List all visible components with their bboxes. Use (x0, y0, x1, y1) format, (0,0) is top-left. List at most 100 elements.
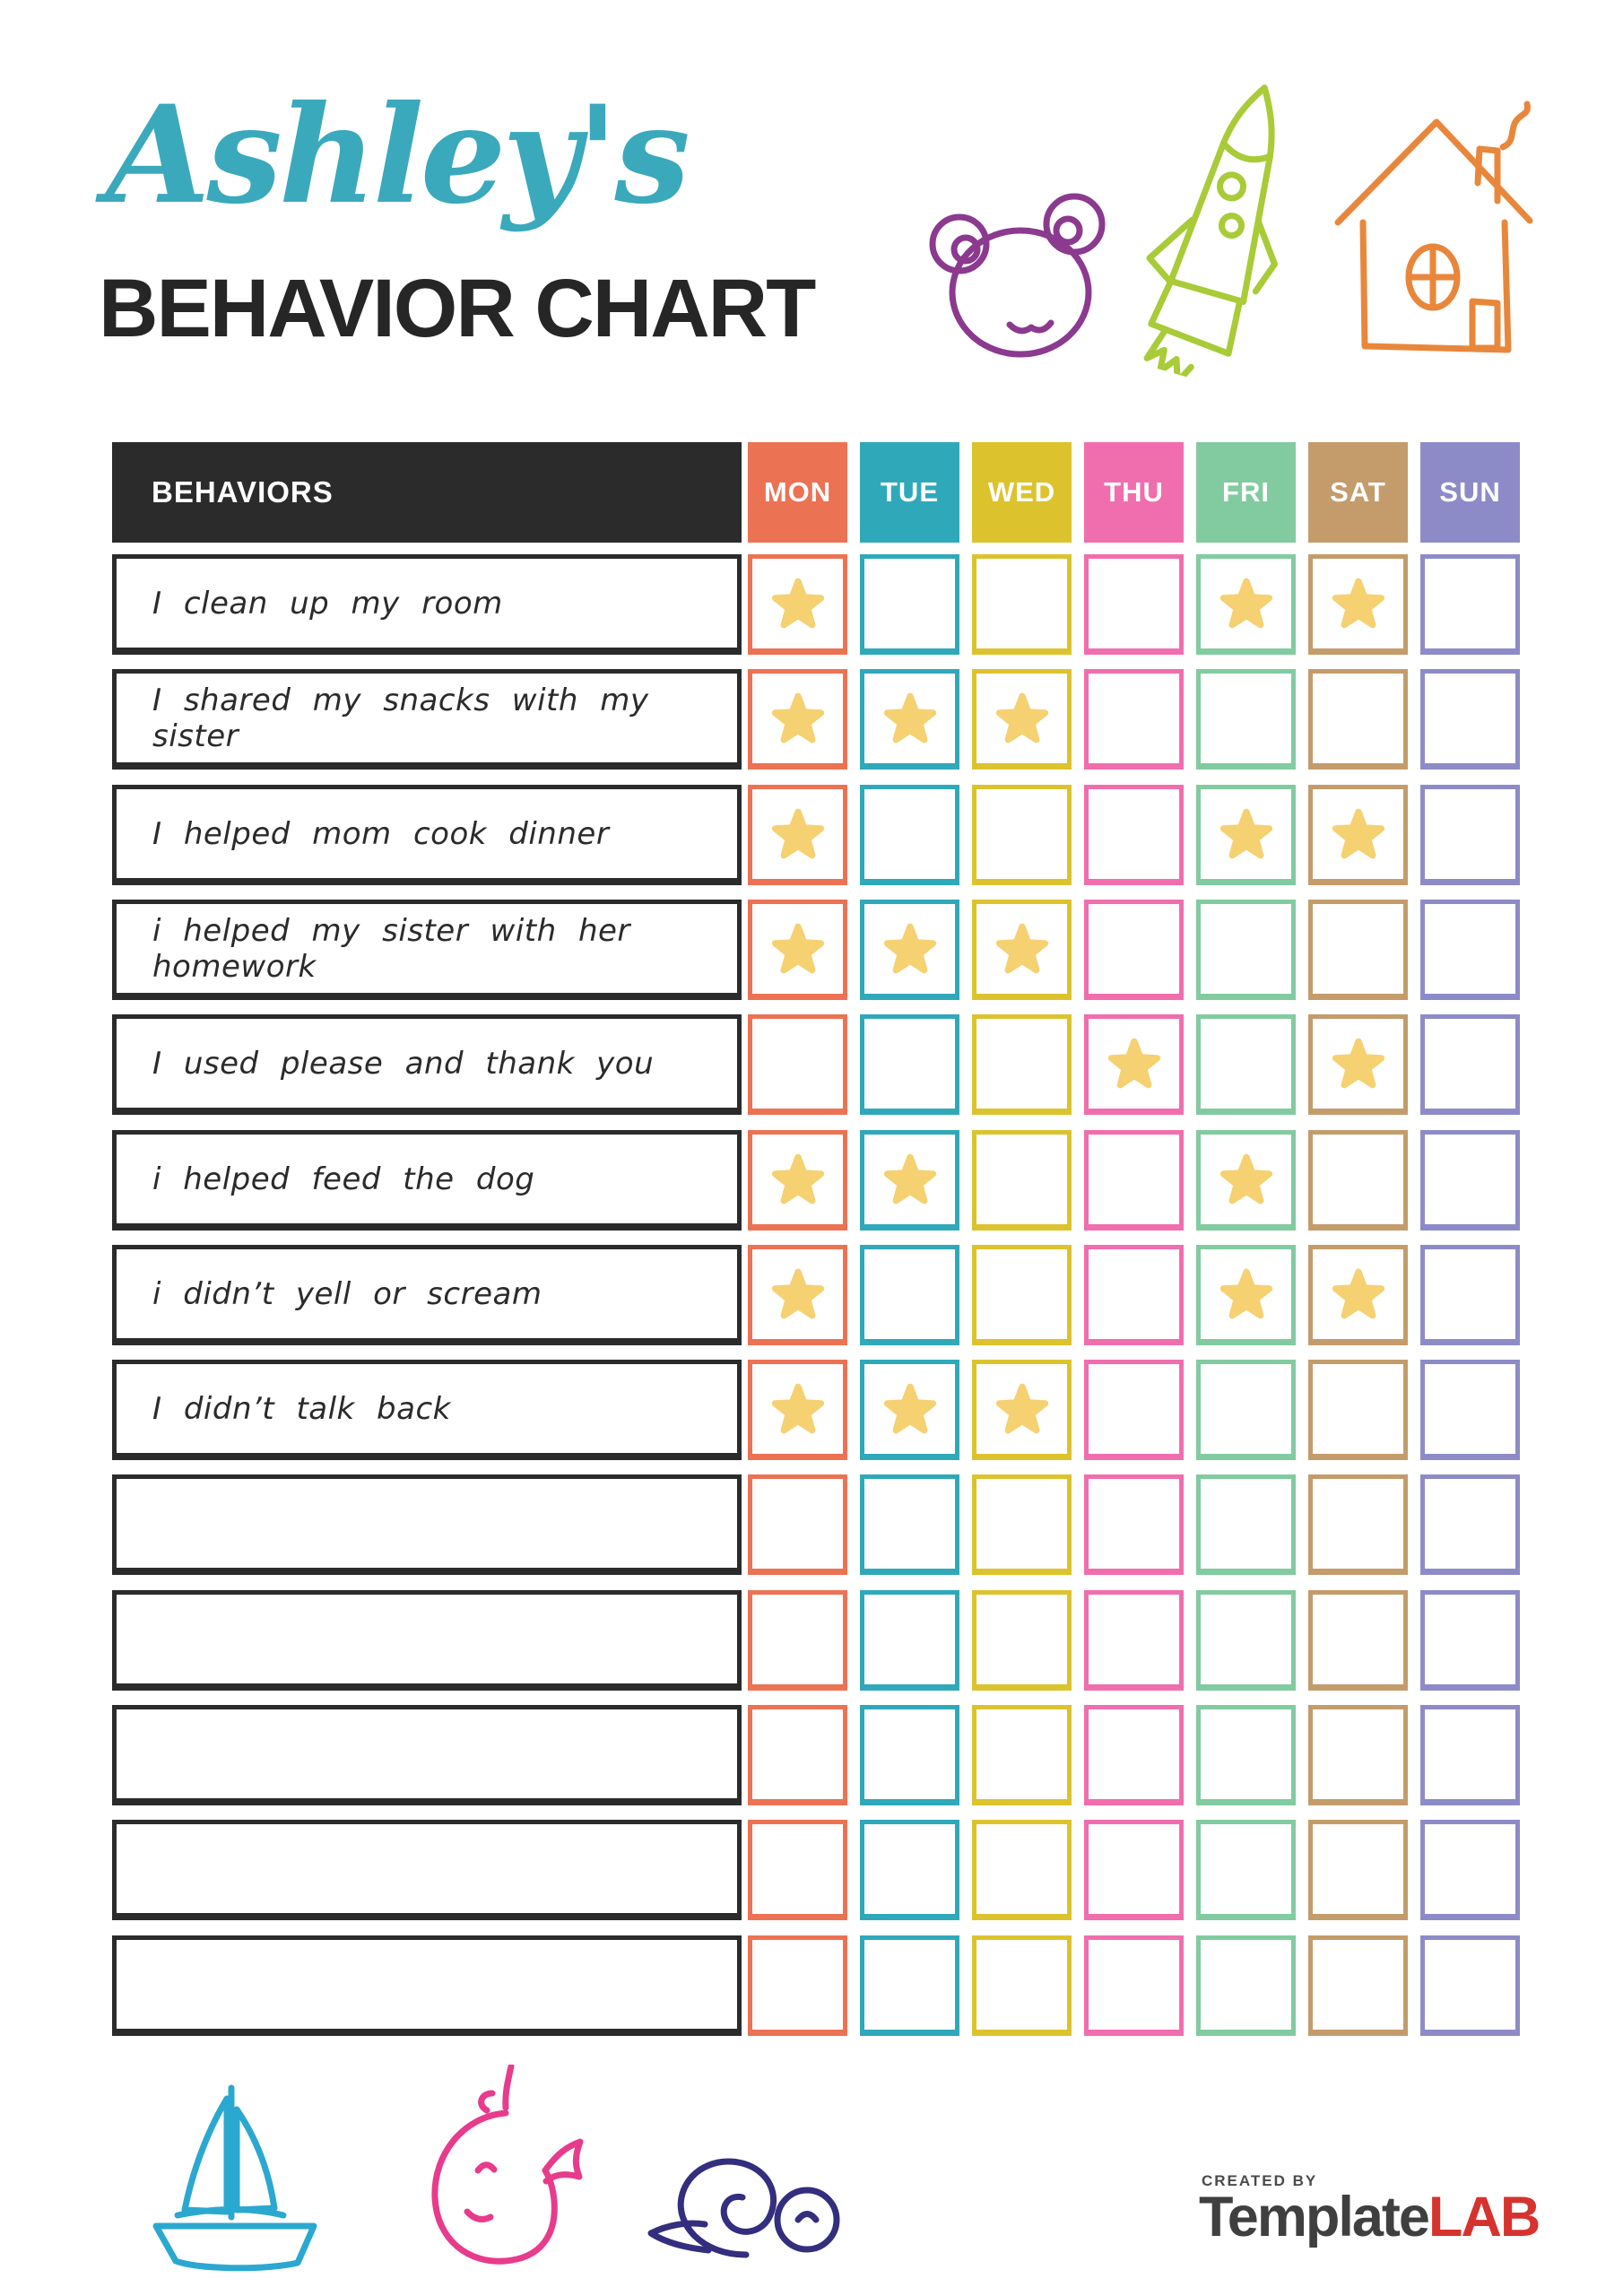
star-cell-mon-row13[interactable] (748, 1935, 847, 2036)
star-cell-tue-row12[interactable] (860, 1820, 959, 1920)
star-cell-tue-row2[interactable] (860, 669, 959, 770)
star-cell-fri-row2[interactable] (1196, 669, 1296, 770)
star-cell-sun-row13[interactable] (1420, 1935, 1520, 2036)
star-cell-thu-row12[interactable] (1084, 1820, 1184, 1920)
star-cell-sat-row7[interactable] (1308, 1245, 1408, 1345)
star-icon (771, 1153, 824, 1205)
star-cell-mon-row11[interactable] (748, 1705, 847, 1805)
star-cell-mon-row3[interactable] (748, 785, 847, 885)
star-cell-mon-row4[interactable] (748, 900, 847, 1000)
star-cell-thu-row10[interactable] (1084, 1590, 1184, 1691)
star-cell-fri-row4[interactable] (1196, 900, 1296, 1000)
star-cell-thu-row7[interactable] (1084, 1245, 1184, 1345)
star-cell-wed-row5[interactable] (972, 1014, 1072, 1115)
star-cell-thu-row9[interactable] (1084, 1474, 1184, 1575)
star-cell-sat-row10[interactable] (1308, 1590, 1408, 1691)
star-cell-fri-row10[interactable] (1196, 1590, 1296, 1691)
star-cell-sun-row12[interactable] (1420, 1820, 1520, 1920)
star-cell-sun-row1[interactable] (1420, 554, 1520, 655)
star-cell-tue-row1[interactable] (860, 554, 959, 655)
star-icon (1219, 808, 1272, 859)
star-cell-wed-row13[interactable] (972, 1935, 1072, 2036)
rocket-doodle-icon (1143, 84, 1278, 386)
star-cell-tue-row11[interactable] (860, 1705, 959, 1805)
star-cell-sun-row3[interactable] (1420, 785, 1520, 885)
star-cell-sat-row8[interactable] (1308, 1360, 1408, 1460)
star-cell-sun-row11[interactable] (1420, 1705, 1520, 1805)
star-cell-sat-row4[interactable] (1308, 900, 1408, 1000)
star-cell-sun-row8[interactable] (1420, 1360, 1520, 1460)
star-cell-tue-row4[interactable] (860, 900, 959, 1000)
whale-doodle-icon (431, 2065, 584, 2265)
star-cell-fri-row6[interactable] (1196, 1130, 1296, 1231)
star-cell-thu-row4[interactable] (1084, 900, 1184, 1000)
star-cell-sun-row2[interactable] (1420, 669, 1520, 770)
star-cell-wed-row10[interactable] (972, 1590, 1072, 1691)
star-cell-fri-row7[interactable] (1196, 1245, 1296, 1345)
star-cell-tue-row10[interactable] (860, 1590, 959, 1691)
brand-wordmark: TemplateLAB (1199, 2189, 1541, 2246)
star-cell-thu-row6[interactable] (1084, 1130, 1184, 1231)
star-cell-tue-row3[interactable] (860, 785, 959, 885)
star-cell-wed-row2[interactable] (972, 669, 1072, 770)
star-cell-sat-row1[interactable] (1308, 554, 1408, 655)
star-cell-sat-row13[interactable] (1308, 1935, 1408, 2036)
star-cell-mon-row9[interactable] (748, 1474, 847, 1575)
star-cell-fri-row13[interactable] (1196, 1935, 1296, 2036)
star-cell-mon-row8[interactable] (748, 1360, 847, 1460)
star-cell-mon-row2[interactable] (748, 669, 847, 770)
star-cell-mon-row1[interactable] (748, 554, 847, 655)
star-cell-sat-row3[interactable] (1308, 785, 1408, 885)
star-cell-fri-row8[interactable] (1196, 1360, 1296, 1460)
star-cell-fri-row9[interactable] (1196, 1474, 1296, 1575)
star-cell-sat-row6[interactable] (1308, 1130, 1408, 1231)
star-cell-wed-row8[interactable] (972, 1360, 1072, 1460)
star-cell-fri-row11[interactable] (1196, 1705, 1296, 1805)
star-cell-wed-row4[interactable] (972, 900, 1072, 1000)
star-cell-tue-row6[interactable] (860, 1130, 959, 1231)
star-cell-sat-row2[interactable] (1308, 669, 1408, 770)
star-cell-sat-row11[interactable] (1308, 1705, 1408, 1805)
star-cell-thu-row3[interactable] (1084, 785, 1184, 885)
star-cell-fri-row5[interactable] (1196, 1014, 1296, 1115)
star-cell-fri-row1[interactable] (1196, 554, 1296, 655)
star-cell-thu-row11[interactable] (1084, 1705, 1184, 1805)
star-cell-mon-row5[interactable] (748, 1014, 847, 1115)
star-cell-wed-row6[interactable] (972, 1130, 1072, 1231)
star-cell-sun-row7[interactable] (1420, 1245, 1520, 1345)
star-cell-sun-row6[interactable] (1420, 1130, 1520, 1231)
star-icon (995, 923, 1048, 974)
star-cell-sat-row12[interactable] (1308, 1820, 1408, 1920)
star-cell-mon-row7[interactable] (748, 1245, 847, 1345)
star-cell-tue-row5[interactable] (860, 1014, 959, 1115)
star-cell-tue-row9[interactable] (860, 1474, 959, 1575)
star-cell-sun-row4[interactable] (1420, 900, 1520, 1000)
star-cell-mon-row12[interactable] (748, 1820, 847, 1920)
star-cell-mon-row6[interactable] (748, 1130, 847, 1231)
star-cell-wed-row3[interactable] (972, 785, 1072, 885)
star-cell-thu-row13[interactable] (1084, 1935, 1184, 2036)
star-cell-fri-row3[interactable] (1196, 785, 1296, 885)
star-cell-sat-row5[interactable] (1308, 1014, 1408, 1115)
star-cell-tue-row8[interactable] (860, 1360, 959, 1460)
star-cell-wed-row7[interactable] (972, 1245, 1072, 1345)
star-cell-thu-row8[interactable] (1084, 1360, 1184, 1460)
child-name-title: Ashley's (106, 76, 690, 234)
star-cell-tue-row7[interactable] (860, 1245, 959, 1345)
star-cell-thu-row2[interactable] (1084, 669, 1184, 770)
star-cell-wed-row12[interactable] (972, 1820, 1072, 1920)
star-cell-wed-row9[interactable] (972, 1474, 1072, 1575)
star-cell-sun-row9[interactable] (1420, 1474, 1520, 1575)
star-cell-sun-row10[interactable] (1420, 1590, 1520, 1691)
star-cell-mon-row10[interactable] (748, 1590, 847, 1691)
star-cell-sun-row5[interactable] (1420, 1014, 1520, 1115)
star-cell-thu-row5[interactable] (1084, 1014, 1184, 1115)
star-cell-sat-row9[interactable] (1308, 1474, 1408, 1575)
star-cell-thu-row1[interactable] (1084, 554, 1184, 655)
star-cell-wed-row1[interactable] (972, 554, 1072, 655)
star-cell-fri-row12[interactable] (1196, 1820, 1296, 1920)
star-cell-wed-row11[interactable] (972, 1705, 1072, 1805)
behavior-label-row6: i helped feed the dog (112, 1130, 742, 1231)
star-cell-tue-row13[interactable] (860, 1935, 959, 2036)
